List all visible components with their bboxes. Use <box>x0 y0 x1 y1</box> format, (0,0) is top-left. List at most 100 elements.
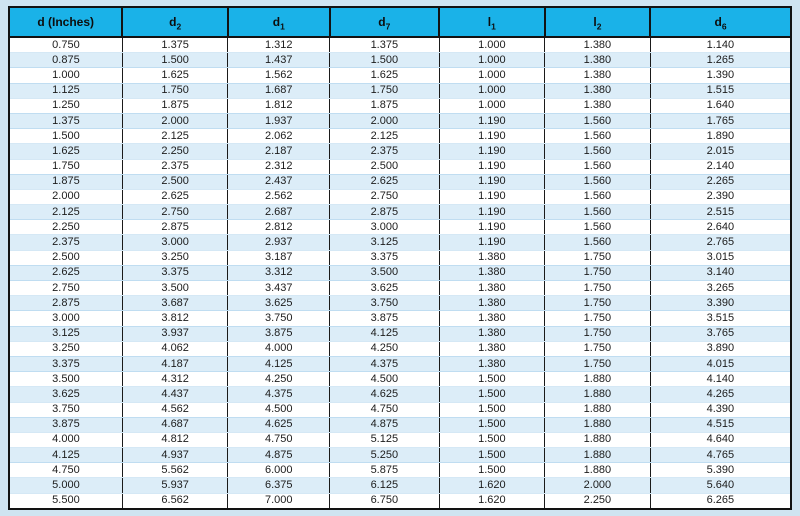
table-cell: 1.380 <box>438 326 545 342</box>
table-cell: 1.250 <box>9 98 123 114</box>
table-cell: 1.875 <box>9 174 123 190</box>
table-cell: 1.380 <box>544 83 651 99</box>
table-cell: 1.500 <box>438 462 545 479</box>
table-cell: 6.375 <box>227 477 330 494</box>
table-cell: 2.875 <box>121 219 228 236</box>
table-cell: 3.375 <box>9 356 123 373</box>
table-row: 2.000 2.625 2.562 2.750 1.190 1.560 2.390 <box>9 189 791 206</box>
table-cell: 1.560 <box>544 204 651 221</box>
table-cell: 1.875 <box>329 98 440 114</box>
table-cell: 2.625 <box>121 189 228 206</box>
table-cell: 2.000 <box>329 113 440 130</box>
table-cell: 1.380 <box>544 52 651 69</box>
table-row: 1.375 2.000 1.937 2.000 1.190 1.560 1.765 <box>9 113 791 130</box>
table-cell: 1.380 <box>438 265 545 282</box>
table-cell: 4.687 <box>121 417 228 433</box>
table-cell: 1.380 <box>544 37 651 54</box>
table-cell: 2.625 <box>9 265 123 282</box>
table-cell: 1.625 <box>329 67 440 84</box>
table-cell: 1.880 <box>544 447 651 464</box>
table-cell: 4.625 <box>329 386 440 403</box>
table-cell: 2.875 <box>329 204 440 221</box>
table-cell: 4.125 <box>227 356 330 373</box>
table-cell: 4.000 <box>227 341 330 357</box>
table-cell: 2.937 <box>227 234 330 251</box>
table-cell: 5.125 <box>329 432 440 449</box>
table-cell: 3.375 <box>329 250 440 266</box>
table-cell: 2.625 <box>329 174 440 190</box>
table-cell: 1.380 <box>544 67 651 84</box>
table-cell: 1.687 <box>227 83 330 99</box>
table-cell: 4.515 <box>649 417 791 433</box>
table-cell: 1.380 <box>544 98 651 114</box>
table-cell: 3.750 <box>9 402 123 418</box>
table-cell: 2.312 <box>227 159 330 175</box>
table-cell: 1.190 <box>438 143 545 160</box>
table-cell: 1.640 <box>649 98 791 114</box>
subscript: 7 <box>385 21 391 32</box>
table-cell: 2.250 <box>544 493 651 510</box>
table-cell: 3.437 <box>227 280 330 297</box>
table-cell: 1.560 <box>544 128 651 145</box>
table-cell: 2.812 <box>227 219 330 236</box>
table-cell: 1.190 <box>438 234 545 251</box>
column-header-d7: d7 <box>328 7 440 38</box>
table-row: 2.625 3.375 3.312 3.500 1.380 1.750 3.140 <box>9 265 791 282</box>
table-cell: 1.880 <box>544 386 651 403</box>
table-cell: 1.500 <box>438 447 545 464</box>
table-cell: 3.500 <box>121 280 228 297</box>
table-cell: 1.000 <box>438 83 545 99</box>
table-cell: 3.250 <box>9 341 123 357</box>
table-cell: 4.500 <box>329 371 440 388</box>
table-cell: 3.750 <box>227 310 330 327</box>
table-cell: 2.140 <box>649 159 791 175</box>
table-cell: 1.937 <box>227 113 330 130</box>
table-row: 2.875 3.687 3.625 3.750 1.380 1.750 3.390 <box>9 295 791 312</box>
table-cell: 3.625 <box>9 386 123 403</box>
table-cell: 3.687 <box>121 295 228 312</box>
table-cell: 1.380 <box>438 280 545 297</box>
table-cell: 1.750 <box>544 250 651 266</box>
table-cell: 2.515 <box>649 204 791 221</box>
table-cell: 1.190 <box>438 128 545 145</box>
table-cell: 1.500 <box>9 128 123 145</box>
table-cell: 1.375 <box>329 37 440 54</box>
table-cell: 3.000 <box>121 234 228 251</box>
table-cell: 1.500 <box>438 402 545 418</box>
table-cell: 2.250 <box>121 143 228 160</box>
table-cell: 1.190 <box>438 189 545 206</box>
table-cell: 3.000 <box>329 219 440 236</box>
table-cell: 4.125 <box>9 447 123 464</box>
table-cell: 4.640 <box>649 432 791 449</box>
table-cell: 1.620 <box>438 493 545 510</box>
table-cell: 1.125 <box>9 83 123 99</box>
table-cell: 4.250 <box>227 371 330 388</box>
table-row: 4.750 5.562 6.000 5.875 1.500 1.880 5.390 <box>9 462 791 479</box>
table-cell: 1.560 <box>544 159 651 175</box>
table-row: 3.875 4.687 4.625 4.875 1.500 1.880 4.515 <box>9 417 791 433</box>
table-cell: 6.000 <box>227 462 330 479</box>
table-cell: 1.562 <box>227 67 330 84</box>
table-cell: 6.265 <box>649 493 791 510</box>
table-cell: 3.250 <box>121 250 228 266</box>
table-cell: 4.015 <box>649 356 791 373</box>
table-cell: 4.562 <box>121 402 228 418</box>
table-cell: 1.000 <box>438 67 545 84</box>
subscript: 2 <box>596 21 602 32</box>
table-row: 2.500 3.250 3.187 3.375 1.380 1.750 3.015 <box>9 250 791 266</box>
column-header-d1: d1 <box>226 7 330 38</box>
table-cell: 6.750 <box>329 493 440 510</box>
table-cell: 1.515 <box>649 83 791 99</box>
table-row: 5.000 5.937 6.375 6.125 1.620 2.000 5.640 <box>9 477 791 494</box>
table-cell: 4.375 <box>227 386 330 403</box>
table-cell: 7.000 <box>227 493 330 510</box>
table-cell: 1.380 <box>438 310 545 327</box>
table-cell: 3.140 <box>649 265 791 282</box>
table-cell: 5.500 <box>9 493 123 510</box>
table-cell: 2.562 <box>227 189 330 206</box>
table-cell: 4.812 <box>121 432 228 449</box>
table-cell: 1.390 <box>649 67 791 84</box>
table-row: 3.125 3.937 3.875 4.125 1.380 1.750 3.765 <box>9 326 791 342</box>
table-cell: 2.500 <box>9 250 123 266</box>
table-row: 2.250 2.875 2.812 3.000 1.190 1.560 2.640 <box>9 219 791 236</box>
